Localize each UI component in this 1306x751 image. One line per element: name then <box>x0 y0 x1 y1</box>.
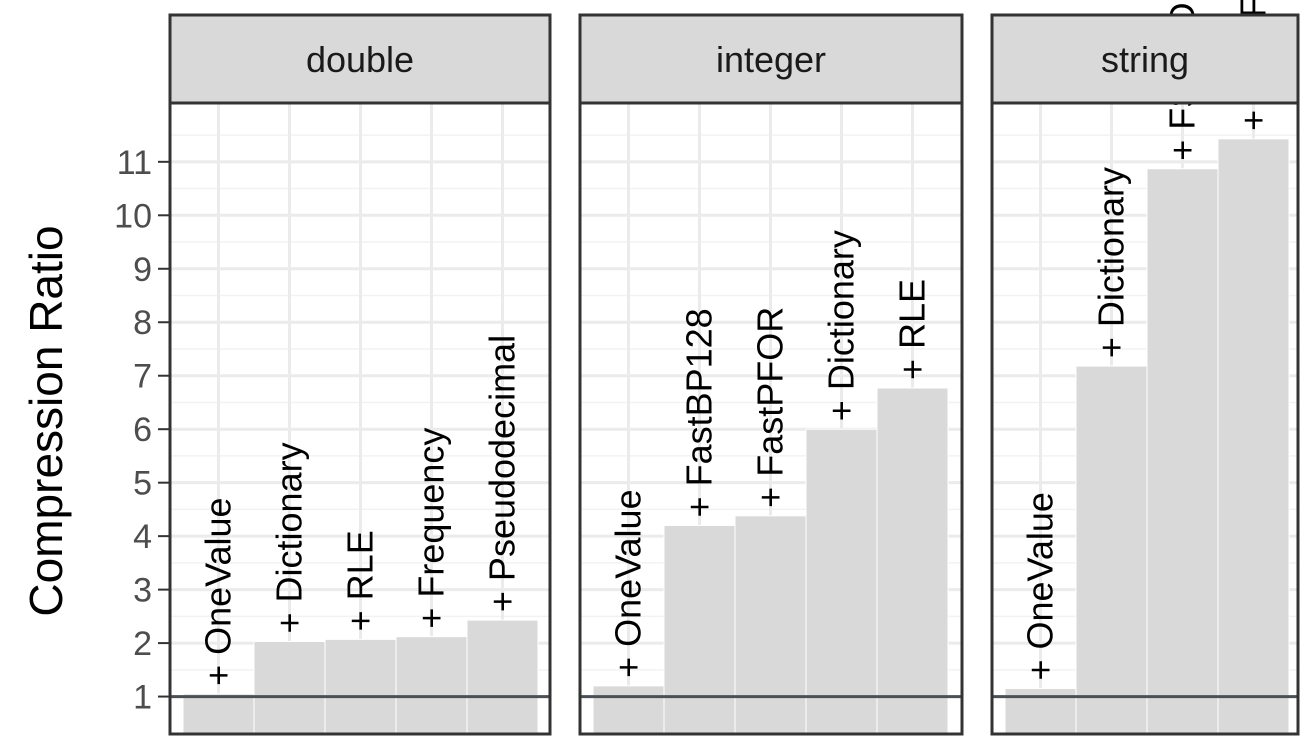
bar-label: + OneValue <box>608 489 649 677</box>
y-axis-label: Compression Ratio <box>20 225 72 616</box>
y-tick-label: 10 <box>114 197 152 235</box>
bar-label: + Dictionary <box>1091 167 1132 358</box>
panel-string: + OneValue+ Dictionary+ FSST Dict+ Raw F… <box>990 0 1300 736</box>
bar-integer-1 <box>592 685 665 735</box>
bar-label: + Dictionary <box>821 230 862 421</box>
y-tick-label: 7 <box>133 358 152 396</box>
bar-integer-5 <box>876 387 949 735</box>
y-tick-label: 11 <box>117 144 152 182</box>
bar-label: + Frequency <box>411 428 452 629</box>
bar-string-2 <box>1075 365 1148 735</box>
facet-strip-label: integer <box>716 39 826 80</box>
panel-integer: + OneValue + FastBP128 + FastPFOR + Diction… <box>578 13 964 736</box>
bar-double-2 <box>253 640 326 735</box>
y-tick-label: 2 <box>133 625 152 663</box>
facet-strip-label: string <box>1101 39 1189 80</box>
bar-label: + OneValue <box>1020 492 1061 680</box>
bar-double-5 <box>466 619 539 735</box>
bar-integer-3 <box>734 515 807 735</box>
bar-string-3 <box>1146 168 1219 735</box>
bar-label: + Pseudodecimal <box>482 335 523 612</box>
bar-label: + Dictionary <box>269 442 310 633</box>
bar-string-4 <box>1217 138 1290 735</box>
bar-label: + OneValue <box>198 497 239 685</box>
y-tick-label: 5 <box>133 465 152 503</box>
facet-strip <box>578 13 964 105</box>
bar-label: + FastPFOR <box>750 307 791 508</box>
y-axis: 1 2 3 4 5 6 7 8 9 10 11 <box>114 144 170 717</box>
bar-double-1 <box>182 693 255 735</box>
bar-double-4 <box>395 636 468 735</box>
facet-strip <box>168 13 552 105</box>
bar-integer-4 <box>805 428 878 735</box>
facet-strip-label: double <box>306 39 414 80</box>
bar-label: + RLE <box>340 530 381 631</box>
facet-strip <box>990 13 1300 105</box>
bar-integer-2 <box>663 524 736 735</box>
bar-label: + RLE <box>892 279 933 380</box>
bar-double-3 <box>324 638 397 735</box>
y-tick-label: 8 <box>133 304 152 342</box>
y-tick-label: 4 <box>133 518 152 556</box>
bar-label: + FastBP128 <box>679 308 720 517</box>
facet-panels: + OneValue + Dictionary + RLE + Frequency + … <box>168 0 1300 736</box>
panel-double: + OneValue + Dictionary + RLE + Frequency + … <box>168 13 552 736</box>
y-tick-label: 3 <box>133 572 152 610</box>
y-tick-label: 1 <box>133 679 152 717</box>
y-tick-label: 6 <box>133 411 152 449</box>
y-tick-label: 9 <box>133 251 152 289</box>
